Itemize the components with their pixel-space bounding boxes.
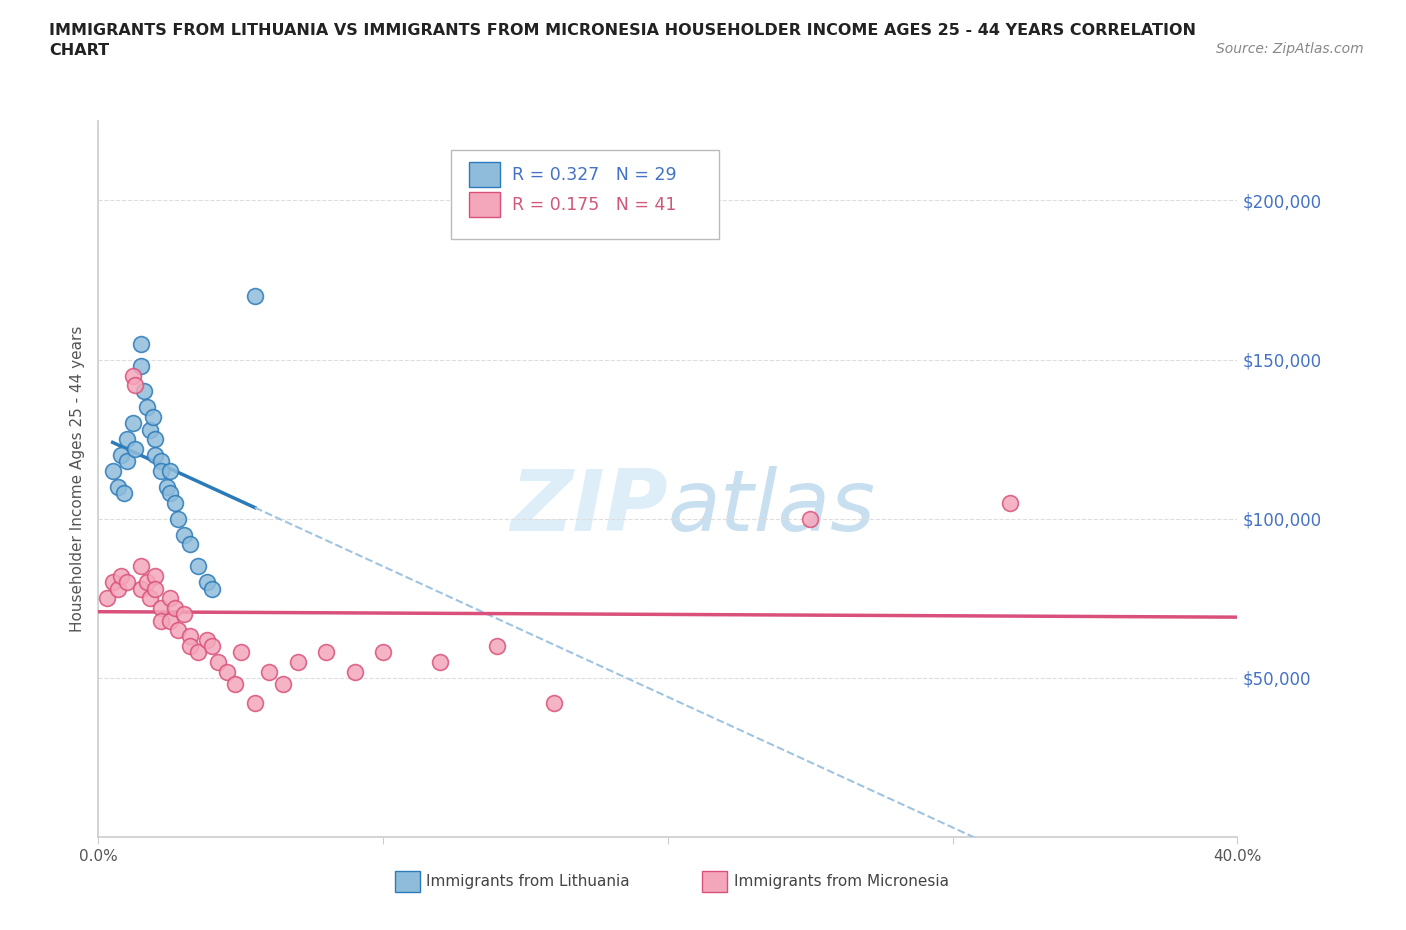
Point [243,288,266,303]
Point [96,591,118,605]
Point [187,559,209,574]
Point [145,432,167,446]
Point [207,655,229,670]
Point [273,677,295,692]
Point [115,454,138,469]
Point [110,568,132,583]
Point [129,559,152,574]
Point [195,575,218,590]
Point [243,696,266,711]
Point [259,664,281,679]
Text: IMMIGRANTS FROM LITHUANIA VS IMMIGRANTS FROM MICRONESIA HOUSEHOLDER INCOME AGES : IMMIGRANTS FROM LITHUANIA VS IMMIGRANTS … [49,23,1197,58]
Point [101,575,124,590]
Point [173,527,195,542]
Point [315,645,337,660]
Point [159,485,181,500]
Point [179,629,201,644]
Point [145,568,167,583]
Point [486,639,509,654]
Point [179,639,201,654]
Point [150,454,173,469]
Point [343,664,366,679]
Text: Immigrants from Lithuania: Immigrants from Lithuania [426,874,630,889]
Point [150,601,173,616]
FancyBboxPatch shape [451,150,718,239]
Point [156,480,179,495]
FancyBboxPatch shape [395,870,419,892]
Point [543,696,565,711]
Point [132,384,155,399]
Point [201,581,224,596]
Point [107,480,129,495]
Point [159,613,181,628]
Point [135,575,157,590]
Point [167,623,190,638]
Point [187,645,209,660]
Point [121,416,143,431]
Point [112,485,135,500]
Text: Source: ZipAtlas.com: Source: ZipAtlas.com [1216,42,1364,56]
Point [224,677,246,692]
Point [115,575,138,590]
Point [121,368,143,383]
Point [998,496,1021,511]
Point [101,463,124,478]
Point [107,581,129,596]
Point [799,512,821,526]
Point [115,432,138,446]
Point [150,613,173,628]
Point [138,422,160,437]
FancyBboxPatch shape [468,162,501,187]
Text: R = 0.175   N = 41: R = 0.175 N = 41 [512,195,676,214]
Y-axis label: Householder Income Ages 25 - 44 years: Householder Income Ages 25 - 44 years [69,326,84,632]
Point [287,655,309,670]
Point [129,581,152,596]
Point [135,400,157,415]
Point [138,591,160,605]
Text: R = 0.327   N = 29: R = 0.327 N = 29 [512,166,676,183]
Text: Immigrants from Micronesia: Immigrants from Micronesia [734,874,949,889]
Text: ZIP: ZIP [510,466,668,549]
Point [129,359,152,374]
Point [129,337,152,352]
Point [195,632,218,647]
FancyBboxPatch shape [468,193,501,218]
Point [429,655,451,670]
Point [179,537,201,551]
Point [141,409,163,424]
Point [229,645,252,660]
Point [110,447,132,462]
Text: atlas: atlas [668,466,876,549]
Point [124,378,146,392]
Point [145,447,167,462]
Point [165,496,187,511]
Point [165,601,187,616]
Point [124,441,146,456]
Point [150,463,173,478]
Point [173,606,195,621]
FancyBboxPatch shape [702,870,727,892]
Point [159,463,181,478]
Point [145,581,167,596]
Point [159,591,181,605]
Point [373,645,395,660]
Point [201,639,224,654]
Point [215,664,238,679]
Point [167,512,190,526]
